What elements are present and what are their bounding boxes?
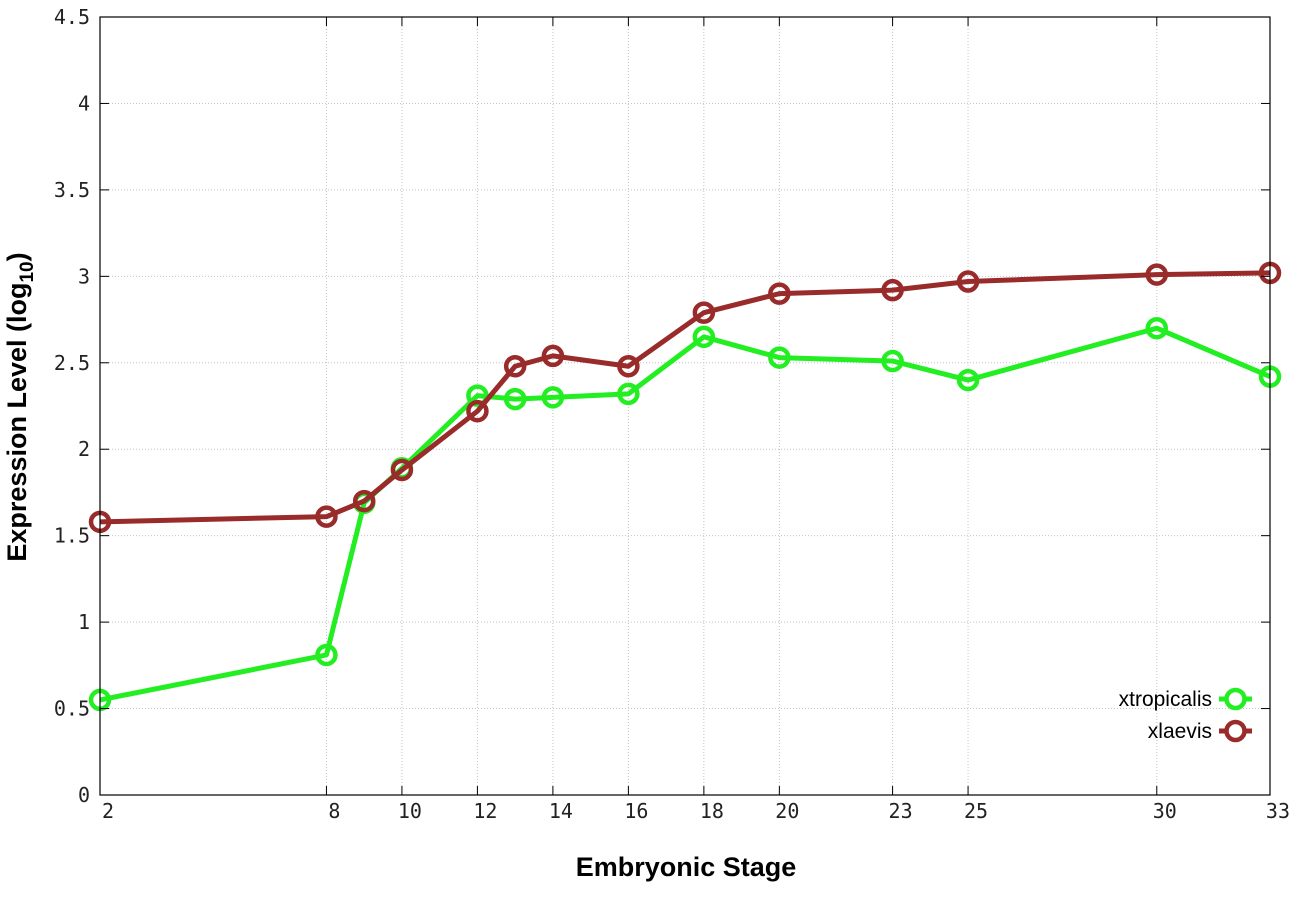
- data-point-xtropicalis: [692, 325, 716, 349]
- y-tick-label: 2: [78, 437, 90, 461]
- x-axis-title: Embryonic Stage: [576, 852, 797, 882]
- axis-ticks: 0 0.5 1 1.5 2 2.5 3 3.5 4 4.5 2 8 10 12 14 16 18 20 23 25 30…: [54, 5, 1290, 823]
- x-tick-label: 30: [1153, 799, 1177, 823]
- data-point-xtropicalis: [768, 346, 791, 369]
- data-point-xlaevis: [692, 301, 716, 324]
- y-tick-label: 3: [78, 264, 90, 288]
- data-point-xlaevis: [503, 354, 527, 378]
- y-tick-label: 0.5: [54, 697, 90, 721]
- plot-frame: [99, 16, 1271, 796]
- data-point-xtropicalis: [617, 382, 640, 406]
- series-lines: [88, 261, 1282, 712]
- data-point-xlaevis: [466, 399, 489, 423]
- y-axis-title: Expression Level (log10): [2, 252, 38, 561]
- x-tick-label: 18: [700, 799, 724, 823]
- grid-lines: [100, 17, 1270, 795]
- plot-border: [99, 16, 1271, 796]
- y-axis-title-main: Expression Level (log: [2, 283, 32, 562]
- x-tick-label: 10: [398, 799, 422, 823]
- data-point-xtropicalis: [503, 387, 527, 411]
- x-tick-label: 20: [775, 799, 799, 823]
- y-axis-title-close: ): [2, 252, 32, 261]
- x-tick-label: 14: [549, 799, 573, 823]
- data-point-xlaevis: [315, 505, 338, 528]
- data-point-xtropicalis: [541, 386, 565, 409]
- data-point-xlaevis: [617, 354, 640, 378]
- data-point-xlaevis: [541, 344, 565, 368]
- y-tick-label: 0: [78, 783, 90, 807]
- data-point-xtropicalis: [956, 368, 980, 392]
- data-point-xlaevis: [352, 489, 376, 513]
- x-tick-label: 25: [964, 799, 988, 823]
- data-point-xlaevis: [768, 282, 791, 305]
- x-tick-label: 16: [624, 799, 648, 823]
- x-tick-label: 12: [473, 799, 497, 823]
- data-point-xlaevis: [1145, 263, 1169, 286]
- data-point-xtropicalis: [466, 384, 489, 407]
- x-tick-label: 23: [889, 799, 913, 823]
- y-tick-label: 1.5: [54, 524, 90, 548]
- legend-label-xlaevis: xlaevis: [1148, 720, 1212, 743]
- legend-label-xtropicalis: xtropicalis: [1119, 688, 1212, 711]
- data-point-xlaevis: [881, 278, 904, 302]
- legend-swatch-marker-xlaevis: [1224, 719, 1247, 743]
- y-axis-title-subscript: 10: [17, 261, 38, 282]
- series-line-xtropicalis: [99, 325, 1271, 703]
- data-point-xlaevis: [956, 270, 980, 293]
- y-tick-label: 1: [78, 610, 90, 634]
- x-tick-label: 8: [328, 799, 340, 823]
- y-tick-label: 3.5: [54, 178, 90, 202]
- data-point-xtropicalis: [1145, 316, 1169, 340]
- legend-swatch-marker-xtropicalis: [1224, 687, 1247, 711]
- data-point-xtropicalis: [881, 349, 904, 373]
- y-tick-label: 2.5: [54, 351, 90, 375]
- data-point-xtropicalis: [315, 643, 338, 667]
- y-tick-label: 4.5: [54, 5, 90, 29]
- series-line-xlaevis: [99, 270, 1271, 525]
- legend: xtropicalis xlaevis: [1119, 687, 1252, 743]
- data-point-xlaevis: [390, 458, 414, 482]
- x-tick-label: 2: [102, 799, 114, 823]
- y-tick-label: 4: [78, 91, 90, 115]
- x-tick-label: 33: [1266, 799, 1290, 823]
